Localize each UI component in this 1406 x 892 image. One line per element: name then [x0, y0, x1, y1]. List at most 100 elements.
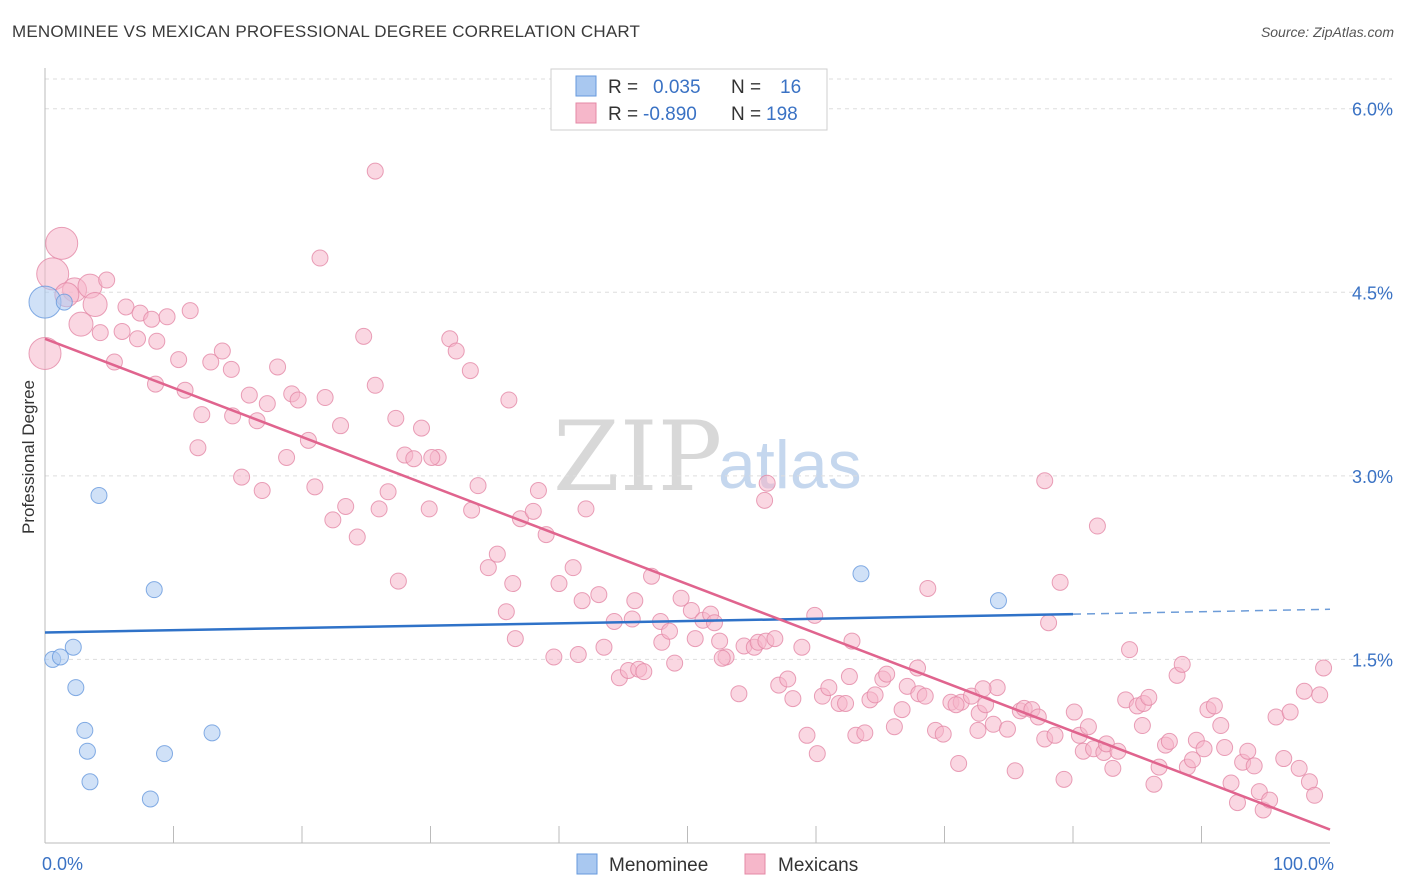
- data-point-mexicans: [564, 559, 582, 577]
- data-point-mexicans: [766, 630, 784, 648]
- data-point-mexicans: [666, 654, 684, 672]
- data-point-mexicans: [893, 701, 911, 719]
- data-point-mexicans: [1145, 775, 1163, 793]
- data-point-mexicans: [713, 649, 731, 667]
- data-point-mexicans: [934, 725, 952, 743]
- n-label: N =: [731, 104, 761, 125]
- data-point-mexicans: [488, 545, 506, 563]
- data-point-mexicans: [316, 389, 334, 407]
- data-point-mexicans: [278, 449, 296, 466]
- data-point-mexicans: [269, 358, 287, 376]
- data-point-mexicans: [213, 342, 231, 360]
- data-point-mexicans: [573, 592, 591, 610]
- data-point-menominee: [51, 648, 69, 666]
- data-point-mexicans: [866, 686, 884, 704]
- data-point-mexicans: [289, 391, 307, 409]
- data-point-mexicans: [837, 694, 855, 712]
- data-point-mexicans: [1040, 614, 1058, 632]
- data-point-mexicans: [28, 336, 62, 370]
- data-point-mexicans: [1267, 708, 1285, 726]
- data-point-mexicans: [1239, 742, 1257, 760]
- data-point-mexicans: [117, 298, 135, 316]
- data-point-mexicans: [469, 477, 487, 495]
- data-point-mexicans: [332, 417, 350, 435]
- legend-label-menominee: Menominee: [609, 855, 708, 876]
- data-point-mexicans: [590, 586, 608, 604]
- data-point-mexicans: [324, 511, 342, 529]
- y-tick-label: 1.5%: [1352, 650, 1393, 670]
- trend-line-mexicans: [44, 337, 1331, 831]
- data-point-mexicans: [506, 630, 524, 648]
- data-point-mexicans: [1212, 717, 1230, 735]
- data-point-mexicans: [529, 482, 547, 500]
- data-point-mexicans: [950, 754, 968, 772]
- data-point-mexicans: [661, 622, 679, 640]
- data-point-mexicans: [253, 482, 271, 500]
- data-point-mexicans: [240, 386, 258, 404]
- data-point-mexicans: [189, 439, 207, 457]
- data-point-mexicans: [682, 601, 700, 619]
- data-point-mexicans: [524, 502, 542, 520]
- data-point-mexicans: [569, 646, 587, 664]
- legend-swatch-mexicans: [744, 853, 766, 875]
- data-point-mexicans: [756, 491, 774, 509]
- data-point-mexicans: [1104, 759, 1122, 777]
- data-point-mexicans: [1311, 686, 1329, 704]
- data-point-menominee: [203, 724, 221, 742]
- data-point-mexicans: [379, 483, 397, 501]
- data-point-mexicans: [306, 478, 324, 496]
- watermark-zip: ZIP: [553, 401, 722, 513]
- data-point-mexicans: [387, 409, 405, 427]
- data-point-mexicans: [711, 632, 729, 650]
- data-point-menominee: [81, 773, 99, 791]
- data-point-mexicans: [366, 376, 384, 394]
- trend-line-menominee: [44, 612, 1074, 634]
- data-point-mexicans: [595, 638, 613, 656]
- data-point-mexicans: [366, 162, 384, 180]
- data-point-mexicans: [1290, 759, 1308, 777]
- data-point-mexicans: [1006, 762, 1024, 780]
- data-point-mexicans: [758, 474, 776, 492]
- data-point-menominee: [55, 293, 73, 311]
- data-point-mexicans: [420, 500, 438, 518]
- data-point-mexicans: [82, 292, 108, 318]
- data-point-mexicans: [1216, 739, 1234, 757]
- watermark: ZIP atlas: [553, 401, 862, 513]
- data-point-menominee: [156, 745, 174, 763]
- data-point-mexicans: [919, 579, 937, 597]
- data-point-mexicans: [45, 226, 79, 260]
- data-point-menominee: [90, 486, 108, 504]
- y-tick-label: 6.0%: [1352, 100, 1393, 120]
- chart-title: MENOMINEE VS MEXICAN PROFESSIONAL DEGREE…: [12, 22, 641, 41]
- menominee-swatch: [575, 75, 597, 97]
- data-point-mexicans: [1184, 751, 1202, 769]
- data-point-mexicans: [233, 468, 251, 486]
- y-tick-label: 3.0%: [1352, 467, 1393, 487]
- data-point-mexicans: [337, 497, 355, 515]
- y-axis-label: Professional Degree: [19, 380, 38, 534]
- r-label: R =: [608, 104, 638, 125]
- data-point-mexicans: [447, 342, 465, 360]
- data-point-mexicans: [779, 670, 797, 688]
- r-label: R =: [608, 77, 638, 98]
- data-point-mexicans: [500, 391, 518, 409]
- mexicans-swatch: [575, 102, 597, 124]
- legend-swatch-menominee: [576, 853, 598, 875]
- data-point-mexicans: [545, 648, 563, 666]
- data-point-mexicans: [730, 685, 748, 703]
- stats-row-menominee: R = 0.035 N = 16: [575, 75, 801, 98]
- gridlines: [45, 78, 1392, 660]
- data-point-mexicans: [550, 575, 568, 593]
- data-point-mexicans: [258, 395, 276, 413]
- data-point-menominee: [989, 592, 1007, 610]
- stats-legend-box: [550, 68, 828, 131]
- data-point-mexicans: [840, 668, 858, 686]
- data-point-mexicans: [577, 500, 595, 518]
- axes: 1.5% 3.0% 4.5% 6.0% 0.0% 100.0%: [42, 68, 1393, 874]
- stats-legend: R = 0.035 N = 16 R = -0.890 N = 198: [550, 68, 828, 131]
- stats-row-mexicans: R = -0.890 N = 198: [575, 102, 798, 125]
- data-point-mexicans: [504, 575, 522, 593]
- trend-lines: [44, 337, 1331, 831]
- x-tick-label: 0.0%: [42, 854, 83, 874]
- data-point-mexicans: [1275, 750, 1293, 768]
